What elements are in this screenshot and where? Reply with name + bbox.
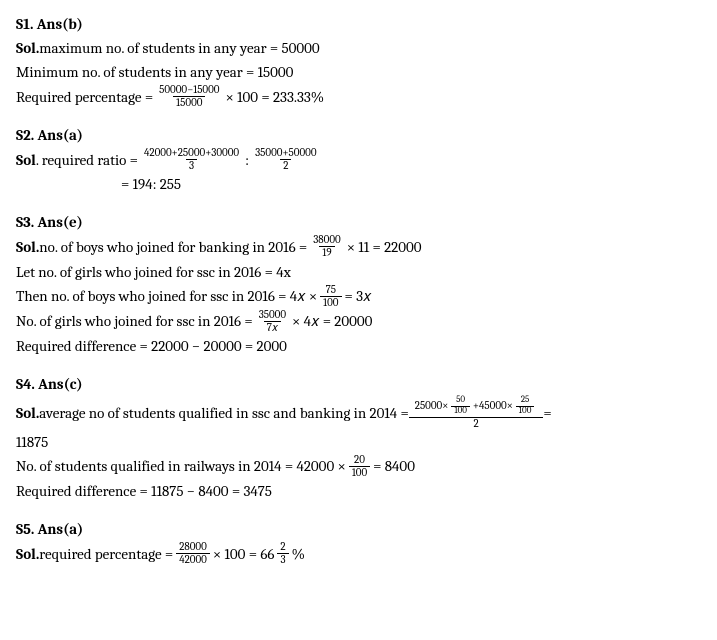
fraction: 75 100 (320, 284, 341, 309)
s1-text: Minimum no. of students in any year = 15… (16, 60, 293, 84)
s4-text: = 8400 (373, 454, 415, 478)
denominator: 15000 (173, 96, 205, 109)
solution-s2: S2. Ans(a) Sol . required ratio = 42000+… (16, 123, 701, 196)
sol-label: Sol. (16, 36, 39, 60)
s1-heading: S1. Ans(b) (16, 12, 83, 36)
s5-text: required percentage = (39, 542, 173, 566)
sol-label: Sol. (16, 542, 39, 566)
s1-text: maximum no. of students in any year = 50… (39, 36, 319, 60)
colon: : (245, 148, 249, 172)
s5-heading: S5. Ans(a) (16, 517, 83, 541)
inner-den: 100 (451, 406, 470, 417)
numerator: 50000−15000 (156, 84, 222, 96)
numerator: 2 (277, 541, 288, 553)
inner-num: 50 (453, 396, 468, 406)
fraction: 2 3 (277, 541, 288, 566)
s4-text: average no of students qualified in ssc … (39, 401, 408, 425)
s3-text: × 4𝑥 = 20000 (292, 309, 372, 333)
s4-heading: S4. Ans(c) (16, 372, 83, 396)
s4-text: No. of students qualified in railways in… (16, 454, 346, 478)
inner-fraction: 50 100 (451, 396, 470, 417)
s5-text: % (292, 542, 305, 566)
denominator: 19 (319, 246, 334, 259)
denominator: 7𝑥 (264, 321, 281, 334)
fraction: 42000+25000+30000 3 (141, 147, 242, 172)
fraction: 25000× 50 100 +45000× 25 100 2 (412, 396, 541, 430)
numerator: 28000 (176, 541, 210, 553)
denominator: 100 (320, 296, 341, 309)
fraction: 38000 19 (310, 234, 343, 259)
s1-text: × 100 = 233.33% (225, 85, 324, 109)
sol-label: Sol. (16, 401, 39, 425)
numerator: 75 (323, 284, 339, 296)
s4-text: Required difference = 11875 − 8400 = 347… (16, 479, 272, 503)
s3-text: No. of girls who joined for ssc in 2016 … (16, 309, 253, 333)
fraction: 20 100 (349, 454, 370, 479)
s3-text: no. of boys who joined for banking in 20… (39, 235, 307, 259)
s2-text: . required ratio = (36, 148, 138, 172)
fraction: 35000+50000 2 (252, 147, 319, 172)
s4-text: 11875 (16, 430, 48, 454)
inner-fraction: 25 100 (516, 396, 535, 417)
numerator: 38000 (310, 234, 343, 246)
solution-s3: S3. Ans(e) Sol. no. of boys who joined f… (16, 210, 701, 358)
s3-text: Let no. of girls who joined for ssc in 2… (16, 260, 291, 284)
denominator: 3 (277, 553, 288, 566)
denominator: 100 (349, 466, 370, 479)
denominator: 3 (186, 159, 197, 172)
numerator: 42000+25000+30000 (141, 147, 242, 159)
numerator: 20 (351, 454, 368, 466)
fraction: 28000 42000 (176, 541, 210, 566)
denominator: 42000 (176, 553, 210, 566)
s2-text: = 194: 255 (121, 172, 181, 196)
num-part: 25000× (415, 400, 449, 412)
s1-text: Required percentage = (16, 85, 153, 109)
inner-den: 100 (516, 406, 535, 417)
sol-label: Sol. (16, 235, 39, 259)
numerator: 35000+50000 (252, 147, 319, 159)
denominator: 2 (280, 159, 291, 172)
s3-text: × 11 = 22000 (347, 235, 422, 259)
s5-text: × 100 = 66 (213, 542, 275, 566)
denominator: 2 (409, 417, 544, 430)
solution-s4: S4. Ans(c) Sol. average no of students q… (16, 372, 701, 503)
s3-text: Then no. of boys who joined for ssc in 2… (16, 284, 317, 308)
sol-label: Sol (16, 148, 36, 172)
s4-text: = (543, 401, 551, 425)
s3-heading: S3. Ans(e) (16, 210, 83, 234)
numerator: 35000 (256, 309, 289, 321)
fraction: 50000−15000 15000 (156, 84, 222, 109)
num-part: +45000× (473, 400, 513, 412)
s2-heading: S2. Ans(a) (16, 123, 83, 147)
inner-num: 25 (518, 396, 533, 406)
solution-s5: S5. Ans(a) Sol. required percentage = 28… (16, 517, 701, 566)
numerator: 25000× 50 100 +45000× 25 100 (412, 396, 541, 417)
s3-text: = 3𝑥 (345, 284, 372, 308)
solution-s1: S1. Ans(b) Sol. maximum no. of students … (16, 12, 701, 109)
fraction: 35000 7𝑥 (256, 309, 289, 334)
s3-text: Required difference = 22000 − 20000 = 20… (16, 334, 287, 358)
